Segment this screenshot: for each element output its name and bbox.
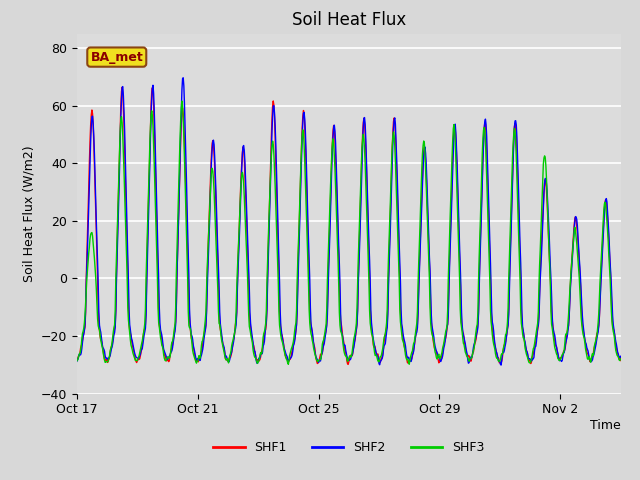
- Title: Soil Heat Flux: Soil Heat Flux: [292, 11, 406, 29]
- Legend: SHF1, SHF2, SHF3: SHF1, SHF2, SHF3: [209, 436, 489, 459]
- Text: Time: Time: [590, 419, 621, 432]
- Y-axis label: Soil Heat Flux (W/m2): Soil Heat Flux (W/m2): [22, 145, 35, 282]
- Text: BA_met: BA_met: [90, 50, 143, 63]
